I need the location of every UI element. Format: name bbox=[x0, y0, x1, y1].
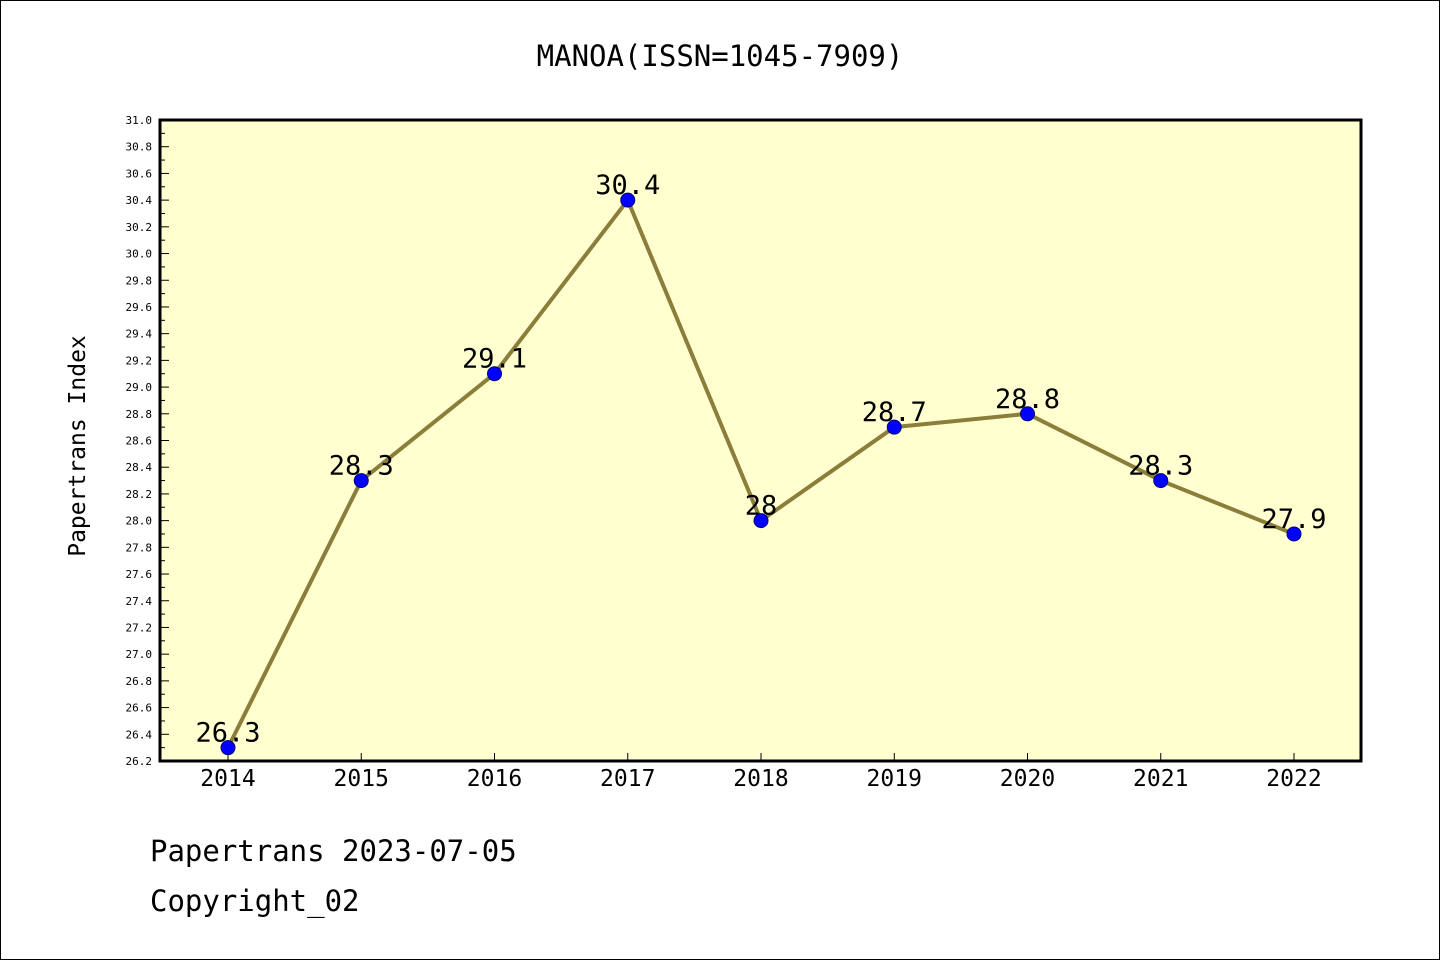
y-axis: 26.2 26.4 26.6 26.8 27.0 27.2 27.4 27.6 27.8 28.0… bbox=[126, 114, 169, 768]
data-point-2015 bbox=[353, 473, 369, 489]
y-tick-label: 30.6 bbox=[126, 167, 153, 180]
y-tick-label: 30.8 bbox=[126, 141, 153, 154]
x-tick-label: 2014 bbox=[200, 766, 255, 792]
series-layer: 26.3 28.3 29.1 30.4 28 28.7 28.8 28.3 27.9 bbox=[195, 170, 1327, 756]
y-tick-label: 27.6 bbox=[126, 568, 153, 581]
data-label-2022: 27.9 bbox=[1261, 504, 1326, 535]
y-tick-label: 26.2 bbox=[126, 755, 153, 768]
data-point-2017 bbox=[620, 192, 636, 208]
y-tick-label: 27.8 bbox=[126, 541, 153, 554]
data-point-2020 bbox=[1020, 406, 1035, 422]
x-tick-label: 2018 bbox=[733, 766, 788, 792]
y-tick-label: 28.6 bbox=[126, 435, 153, 448]
y-tick-label: 26.4 bbox=[126, 728, 153, 741]
y-tick-label: 30.2 bbox=[126, 221, 153, 234]
data-label-2021: 28.3 bbox=[1128, 451, 1193, 482]
y-tick-label: 26.6 bbox=[126, 702, 153, 715]
x-axis: 2014 2015 2016 2017 2018 2019 2020 2021 2022 bbox=[200, 753, 1322, 792]
x-tick-label: 2020 bbox=[1000, 766, 1055, 792]
y-tick-label: 28.2 bbox=[126, 488, 153, 501]
y-tick-label: 29.2 bbox=[126, 354, 153, 367]
y-tick-label: 29.6 bbox=[126, 301, 153, 314]
y-axis-label: Papertrans Index bbox=[65, 335, 91, 557]
data-point-2014 bbox=[220, 740, 236, 756]
x-tick-label: 2022 bbox=[1266, 766, 1321, 792]
y-tick-label: 27.4 bbox=[126, 595, 153, 608]
y-tick-label: 29.8 bbox=[126, 274, 153, 287]
y-tick-label: 28.4 bbox=[126, 461, 153, 474]
y-tick-label: 28.0 bbox=[126, 515, 153, 528]
data-label-2017: 30.4 bbox=[595, 170, 660, 201]
data-point-2016 bbox=[487, 366, 502, 382]
y-tick-label: 28.8 bbox=[126, 408, 153, 421]
footer-date: Papertrans 2023-07-05 bbox=[150, 834, 517, 868]
footer-copyright: Copyright_02 bbox=[150, 884, 360, 918]
data-point-2022 bbox=[1286, 526, 1302, 542]
y-tick-label: 26.8 bbox=[126, 675, 153, 688]
data-label-2014: 26.3 bbox=[195, 718, 260, 749]
chart-title: MANOA(ISSN=1045-7909) bbox=[537, 39, 904, 73]
x-tick-label: 2019 bbox=[867, 766, 922, 792]
data-label-2018: 28 bbox=[745, 491, 778, 522]
x-tick-label: 2017 bbox=[600, 766, 655, 792]
x-tick-label: 2015 bbox=[334, 766, 389, 792]
y-tick-label: 29.0 bbox=[126, 381, 153, 394]
x-tick-label: 2016 bbox=[467, 766, 522, 792]
data-label-2016: 29.1 bbox=[462, 344, 527, 375]
data-label-2019: 28.7 bbox=[862, 397, 927, 428]
plot-area bbox=[158, 118, 1363, 763]
data-point-2021 bbox=[1153, 473, 1169, 489]
y-tick-label: 27.2 bbox=[126, 621, 153, 634]
y-tick-label: 29.4 bbox=[126, 328, 153, 341]
data-label-2020: 28.8 bbox=[995, 384, 1060, 415]
data-label-2015: 28.3 bbox=[329, 451, 394, 482]
y-tick-label: 31.0 bbox=[126, 114, 153, 127]
data-point-2019 bbox=[886, 419, 902, 435]
y-tick-label: 30.0 bbox=[126, 248, 153, 261]
data-point-2018 bbox=[753, 513, 769, 529]
y-tick-label: 30.4 bbox=[126, 194, 153, 207]
x-tick-label: 2021 bbox=[1133, 766, 1188, 792]
y-tick-label: 27.0 bbox=[126, 648, 153, 661]
